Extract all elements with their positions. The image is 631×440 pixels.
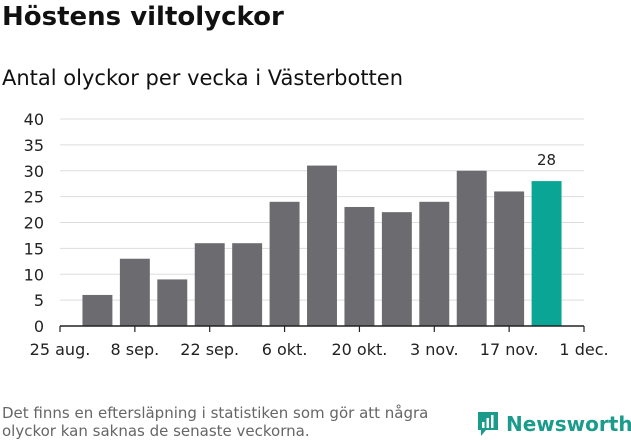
bar bbox=[419, 201, 450, 326]
brand-logo: Newsworthy bbox=[476, 410, 631, 438]
bar bbox=[494, 191, 525, 326]
y-tick-label: 20 bbox=[24, 214, 44, 233]
y-tick-label: 25 bbox=[24, 188, 44, 207]
bar bbox=[381, 212, 412, 326]
bar-chart: 0 5 10 15 20 25 30 35 40 25 aug. 8 sep. 22 sep. 6 o… bbox=[24, 110, 609, 359]
y-tick-label: 40 bbox=[24, 110, 44, 129]
newsworthy-logo-icon bbox=[478, 412, 498, 436]
data-label: 28 bbox=[537, 151, 556, 169]
x-axis: 25 aug. 8 sep. 22 sep. 6 okt. 20 okt. 3 nov. 1… bbox=[30, 325, 609, 359]
bar bbox=[119, 258, 150, 326]
y-tick-label: 0 bbox=[34, 317, 44, 336]
bar bbox=[344, 206, 375, 326]
bar-highlight bbox=[531, 181, 562, 326]
bar bbox=[232, 243, 263, 326]
y-tick-label: 5 bbox=[34, 291, 44, 310]
brand-name: Newsworthy bbox=[506, 412, 631, 436]
x-tick-label: 22 sep. bbox=[180, 340, 239, 359]
bar bbox=[269, 201, 300, 326]
y-tick-label: 35 bbox=[24, 136, 44, 155]
bars bbox=[82, 165, 562, 326]
chart-subtitle: Antal olyckor per vecka i Västerbotten bbox=[2, 66, 404, 90]
x-tick-label: 6 okt. bbox=[262, 340, 308, 359]
x-tick-label: 17 nov. bbox=[480, 340, 539, 359]
x-tick-label: 8 sep. bbox=[111, 340, 160, 359]
y-tick-label: 15 bbox=[24, 239, 44, 258]
bar bbox=[307, 165, 337, 326]
x-tick-label: 25 aug. bbox=[30, 340, 91, 359]
x-tick-label: 3 nov. bbox=[410, 340, 459, 359]
y-axis-ticks: 0 5 10 15 20 25 30 35 40 bbox=[24, 110, 44, 336]
y-tick-label: 30 bbox=[24, 162, 44, 181]
x-tick-label: 1 dec. bbox=[559, 340, 608, 359]
y-tick-label: 10 bbox=[24, 265, 44, 284]
bar bbox=[194, 243, 225, 326]
bar bbox=[157, 279, 188, 326]
x-tick-label: 20 okt. bbox=[331, 340, 387, 359]
bar bbox=[82, 294, 113, 326]
footnote: Det finns en eftersläpning i statistiken… bbox=[2, 404, 429, 440]
data-labels: 28 bbox=[537, 151, 556, 169]
chart-title: Höstens viltolyckor bbox=[2, 2, 284, 32]
bar bbox=[456, 170, 487, 326]
